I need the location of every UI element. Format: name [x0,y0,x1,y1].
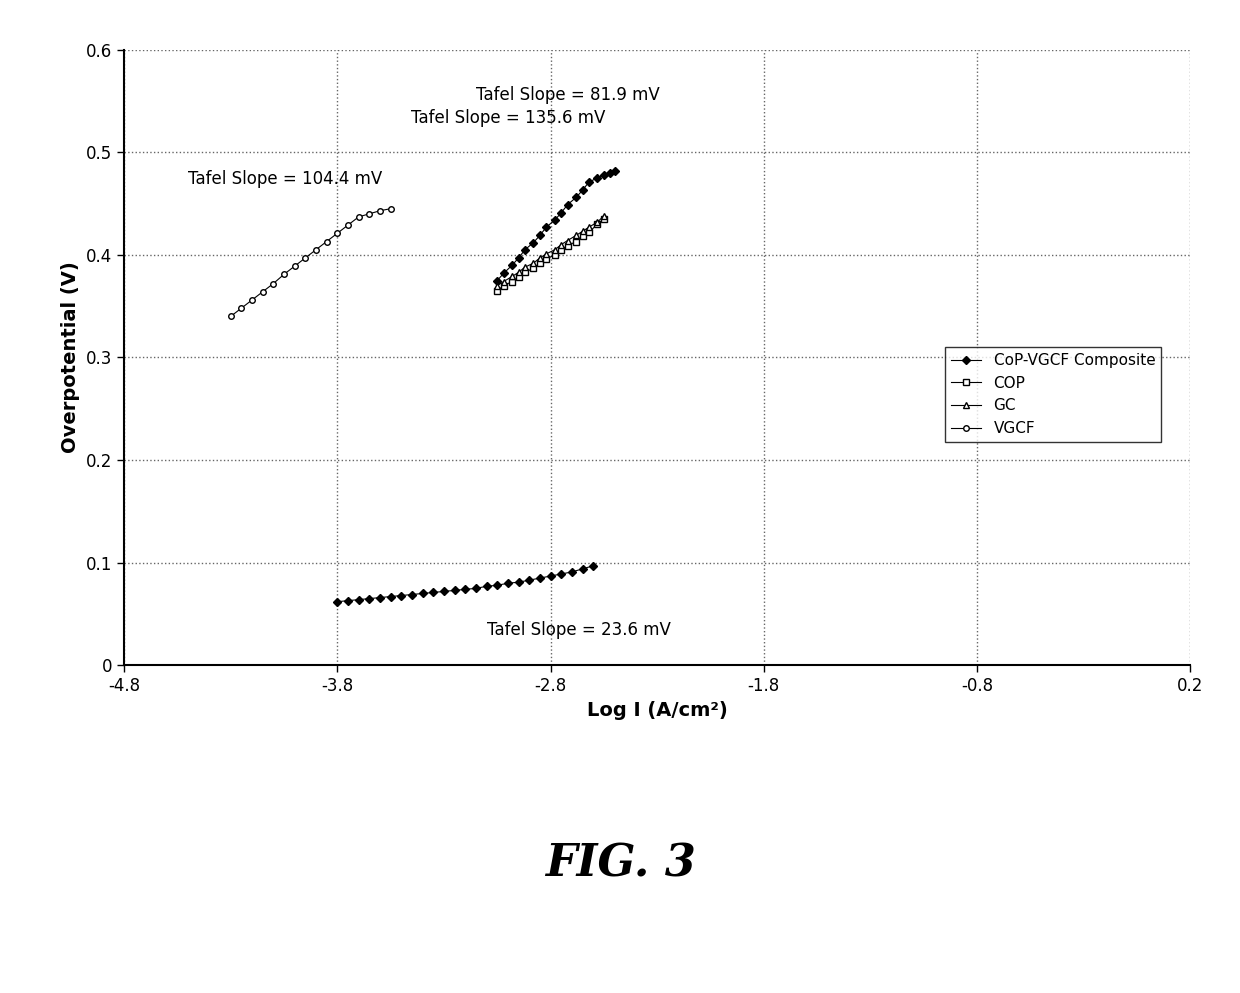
GC [539,248,554,260]
Text: Tafel Slope = 104.4 mV: Tafel Slope = 104.4 mV [188,170,382,189]
Line: VGCF: VGCF [228,206,393,319]
VGCF [309,244,324,256]
VGCF [351,211,366,222]
GC [560,234,575,246]
COP [526,262,541,274]
COP [569,235,584,247]
CoP-VGCF Composite [569,192,584,204]
COP [517,266,532,278]
Text: Tafel Slope = 23.6 mV: Tafel Slope = 23.6 mV [486,622,671,639]
COP [490,285,505,297]
GC [496,276,511,288]
VGCF [298,252,312,264]
COP [554,244,569,256]
CoP-VGCF Composite [554,207,569,218]
VGCF [255,286,270,298]
CoP-VGCF Composite [608,165,622,177]
VGCF [372,205,387,216]
CoP-VGCF Composite [582,176,596,188]
COP [590,218,605,230]
GC [511,266,526,278]
VGCF [362,208,377,219]
COP [596,213,611,225]
VGCF [330,227,345,239]
VGCF [319,235,334,247]
GC [569,229,584,241]
GC [517,261,532,273]
CoP-VGCF Composite [532,229,547,241]
COP [582,226,596,238]
VGCF [341,219,356,231]
Legend: CoP-VGCF Composite, COP, GC, VGCF: CoP-VGCF Composite, COP, GC, VGCF [945,347,1162,442]
GC [532,252,547,264]
GC [547,244,562,256]
CoP-VGCF Composite [496,267,511,279]
CoP-VGCF Composite [490,275,505,287]
GC [575,225,590,237]
COP [539,253,554,265]
GC [490,280,505,292]
CoP-VGCF Composite [526,236,541,248]
CoP-VGCF Composite [590,172,605,184]
Line: CoP-VGCF Composite: CoP-VGCF Composite [495,168,618,283]
CoP-VGCF Composite [575,185,590,197]
CoP-VGCF Composite [517,244,532,256]
VGCF [265,278,280,290]
GC [582,221,596,233]
Line: COP: COP [495,216,606,294]
VGCF [383,203,398,214]
GC [590,216,605,228]
Text: Tafel Slope = 135.6 mV: Tafel Slope = 135.6 mV [410,108,605,127]
COP [511,271,526,283]
VGCF [234,302,249,314]
Y-axis label: Overpotential (V): Overpotential (V) [61,261,81,454]
CoP-VGCF Composite [560,199,575,211]
COP [547,249,562,261]
CoP-VGCF Composite [547,214,562,226]
CoP-VGCF Composite [511,252,526,264]
COP [532,257,547,269]
CoP-VGCF Composite [596,169,611,181]
Line: GC: GC [495,213,606,288]
VGCF [288,260,303,272]
Text: Tafel Slope = 81.9 mV: Tafel Slope = 81.9 mV [476,85,660,103]
CoP-VGCF Composite [539,221,554,233]
GC [505,270,520,282]
GC [554,238,569,250]
COP [505,276,520,288]
COP [575,230,590,242]
X-axis label: Log I (A/cm²): Log I (A/cm²) [587,701,728,720]
VGCF [223,311,238,323]
VGCF [244,294,259,306]
CoP-VGCF Composite [505,259,520,271]
VGCF [277,268,291,280]
GC [596,210,611,221]
COP [560,239,575,251]
Text: FIG. 3: FIG. 3 [544,842,696,886]
CoP-VGCF Composite [603,167,618,179]
GC [526,257,541,269]
COP [496,280,511,292]
